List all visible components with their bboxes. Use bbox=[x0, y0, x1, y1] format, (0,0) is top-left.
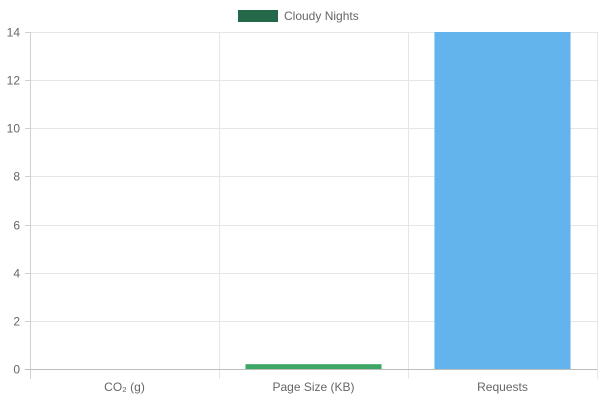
grid-lines bbox=[30, 32, 598, 379]
x-tick-label: Page Size (KB) bbox=[272, 380, 354, 394]
y-tick-label: 10 bbox=[7, 122, 21, 136]
y-tick-label: 8 bbox=[13, 170, 20, 184]
y-tick-label: 2 bbox=[13, 315, 20, 329]
legend-swatch[interactable] bbox=[238, 10, 278, 22]
legend-label[interactable]: Cloudy Nights bbox=[284, 9, 359, 23]
y-tick-label: 14 bbox=[7, 26, 21, 40]
y-axis-tick-labels: 0 2 4 6 8 10 12 14 bbox=[7, 26, 21, 377]
y-tick-label: 12 bbox=[7, 74, 21, 88]
bars bbox=[245, 32, 571, 369]
axes bbox=[25, 32, 597, 379]
x-axis-tick-labels: CO₂ (g) Page Size (KB) Requests bbox=[104, 380, 528, 394]
legend[interactable]: Cloudy Nights bbox=[238, 9, 359, 23]
y-tick-label: 0 bbox=[13, 363, 20, 377]
x-tick-label: Requests bbox=[477, 380, 528, 394]
y-tick-label: 4 bbox=[13, 267, 20, 281]
x-tick-label: CO₂ (g) bbox=[104, 380, 145, 394]
y-tick-label: 6 bbox=[13, 219, 20, 233]
bar[interactable] bbox=[245, 364, 382, 369]
bar[interactable] bbox=[434, 32, 571, 369]
